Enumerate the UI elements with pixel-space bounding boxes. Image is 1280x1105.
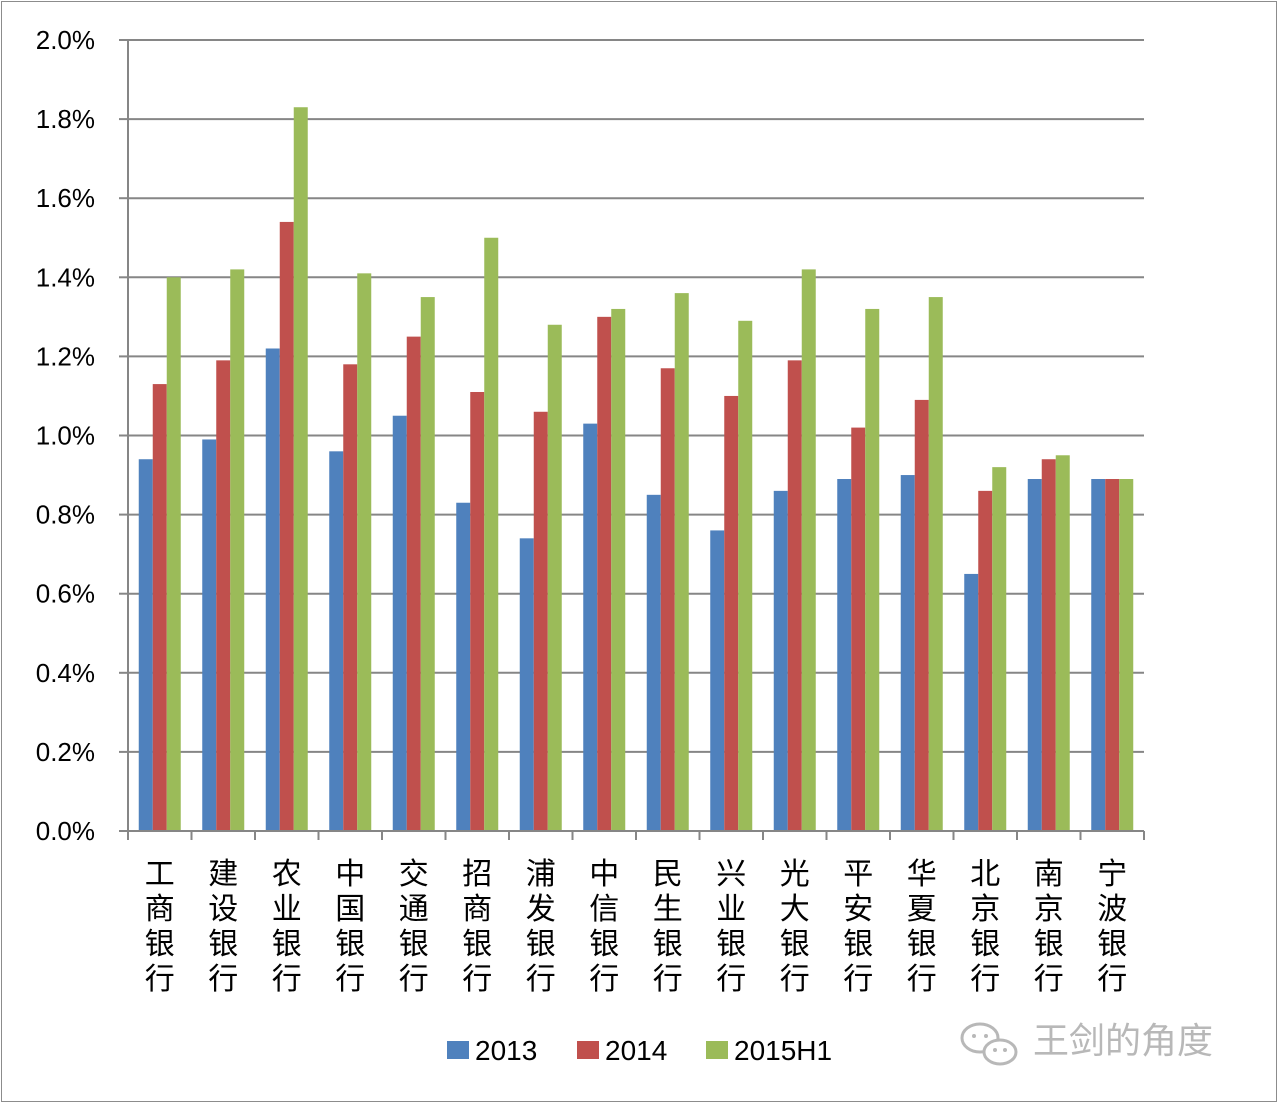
bar-2014-0 [152,384,167,831]
bar-2013-4 [392,415,407,831]
bar-2013-15 [1091,479,1106,831]
legend-swatch-2015H1 [706,1041,728,1059]
x-category-label: 民生银行 [653,857,683,997]
watermark-text: 王剑的角度 [1033,1021,1213,1062]
y-tick-label: 1.0% [36,421,95,451]
x-category-label: 平安银行 [843,857,873,997]
y-tick-label: 0.0% [36,816,95,846]
bar-2014-9 [724,395,739,831]
bar-2015H1-1 [230,269,245,831]
bar-2013-6 [519,538,534,831]
bar-2013-13 [964,573,979,831]
bar-2015H1-8 [674,293,689,831]
legend-label-2015H1: 2015H1 [734,1035,832,1066]
x-category-label: 建设银行 [208,857,238,997]
bar-2015H1-2 [293,107,308,832]
bar-2014-8 [660,368,675,831]
bar-2013-8 [646,494,661,831]
bar-2014-14 [1041,459,1056,831]
x-category-label: 兴业银行 [716,857,746,997]
y-tick-label: 1.6% [36,183,95,213]
bar-2014-5 [470,391,485,831]
bar-2013-1 [202,439,217,831]
bar-2014-7 [597,316,612,832]
legend-label-2014: 2014 [605,1035,667,1066]
x-category-label: 中国银行 [335,857,365,997]
y-tick-labels: 0.0% 0.2% 0.4% 0.6% 0.8% 1.0% 1.2% 1.4% 1.6% 1.8%… [36,25,95,846]
bar-2015H1-7 [611,308,626,831]
bar-2013-3 [329,451,344,831]
x-category-label: 工商银行 [145,857,175,997]
x-category-label: 浦发银行 [526,857,556,997]
y-tick-label: 0.6% [36,579,95,609]
bar-2015H1-6 [547,324,562,831]
bar-2014-13 [978,490,993,831]
bar-2015H1-3 [357,273,372,832]
x-category-label: 南京银行 [1034,857,1064,997]
x-category-labels: 工商银行 建设银行 农业银行 中国银行 交通银行 招商银行 浦发银行 中信银行 民生银行 兴业银行… [145,857,1128,997]
bar-2015H1-11 [865,308,880,831]
bar-2014-3 [343,364,358,831]
bar-2013-11 [837,479,852,831]
axes [127,40,1145,840]
bar-2013-10 [773,490,788,831]
bar-2013-5 [456,502,471,831]
legend-swatch-2014 [577,1041,599,1059]
bar-2015H1-0 [166,277,181,831]
x-category-label: 宁波银行 [1097,857,1127,997]
bar-2015H1-15 [1119,479,1134,831]
wechat-icon [960,1022,1018,1066]
x-category-label: 招商银行 [462,857,492,997]
y-tick-label: 0.4% [36,658,95,688]
x-category-label: 中信银行 [589,857,619,997]
x-category-label: 农业银行 [272,857,302,997]
bar-2014-4 [406,336,421,831]
y-tick-label: 2.0% [36,25,95,55]
bar-2013-9 [710,530,725,831]
legend: 2013 2014 2015H1 [447,1035,832,1066]
bars [138,107,1134,832]
y-tick-label: 0.2% [36,737,95,767]
legend-label-2013: 2013 [475,1035,537,1066]
watermark: 王剑的角度 [960,1021,1213,1066]
bar-2015H1-10 [801,269,816,831]
bar-2014-2 [279,221,294,831]
y-tick-label: 0.8% [36,500,95,530]
bar-2013-2 [265,348,280,831]
bar-2013-0 [138,459,153,831]
bar-2015H1-4 [420,297,435,831]
x-category-label: 华夏银行 [907,857,937,997]
bar-2013-14 [1027,479,1042,831]
bar-2015H1-13 [992,467,1007,831]
bar-2014-10 [787,360,802,831]
bar-2015H1-5 [484,237,499,831]
x-category-label: 光大银行 [780,857,810,997]
bar-2015H1-12 [928,297,943,831]
bar-2013-7 [583,423,598,831]
bar-2014-1 [216,360,231,831]
x-category-label: 交通银行 [399,857,429,997]
x-category-label: 北京银行 [970,857,1000,997]
bar-2014-15 [1105,479,1120,831]
bar-2015H1-9 [738,320,753,831]
y-tick-label: 1.4% [36,262,95,292]
bar-2014-11 [851,427,866,831]
bar-2014-12 [914,399,929,831]
bar-2013-12 [900,475,915,831]
legend-swatch-2013 [447,1041,469,1059]
y-tick-label: 1.2% [36,341,95,371]
bar-2015H1-14 [1055,455,1070,831]
bar-2014-6 [533,411,548,831]
y-tick-label: 1.8% [36,104,95,134]
